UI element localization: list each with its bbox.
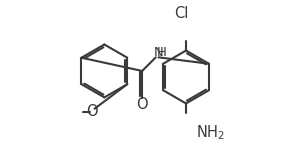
Text: H: H bbox=[157, 46, 166, 59]
Text: O: O bbox=[136, 97, 148, 112]
Text: Cl: Cl bbox=[174, 6, 189, 21]
Text: O: O bbox=[86, 104, 97, 119]
Text: N: N bbox=[154, 46, 163, 59]
Text: NH$_2$: NH$_2$ bbox=[196, 124, 225, 142]
